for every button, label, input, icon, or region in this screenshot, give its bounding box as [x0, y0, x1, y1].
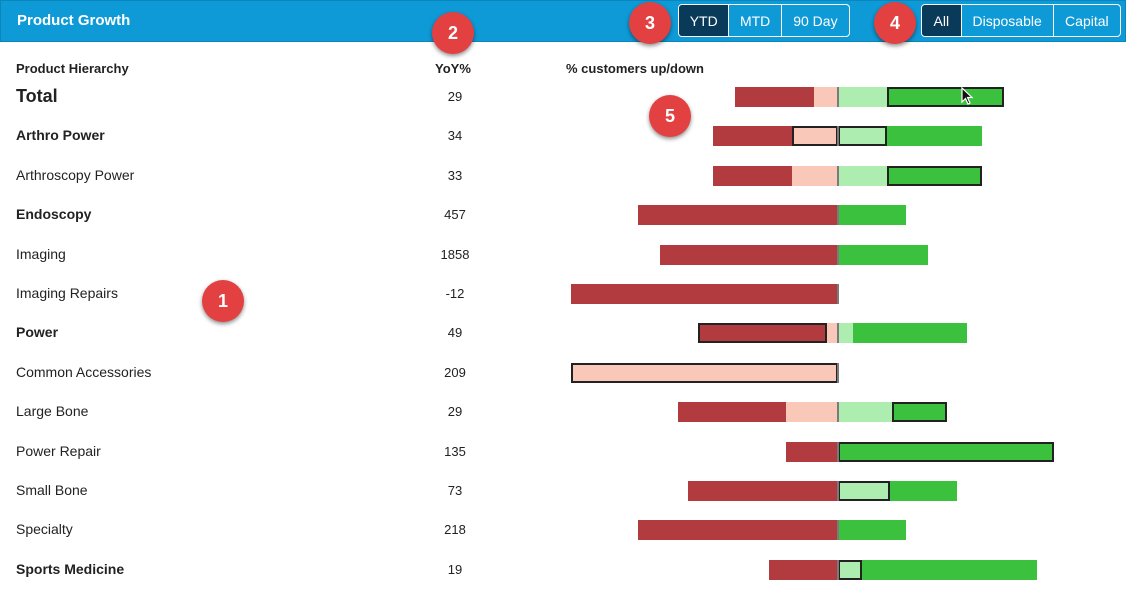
annotation-badge-5: 5	[649, 95, 691, 137]
row-label[interactable]: Large Bone	[16, 403, 89, 420]
column-header-hierarchy: Product Hierarchy	[16, 61, 129, 76]
bar-down-strong[interactable]	[769, 559, 838, 580]
capital-button[interactable]: Capital	[1052, 5, 1120, 36]
row-label[interactable]: Power	[16, 324, 59, 341]
bar-up-light[interactable]	[838, 559, 862, 580]
row-yoy-value: -12	[445, 286, 465, 301]
bar-up-strong[interactable]	[862, 559, 1037, 580]
row-label[interactable]: Arthroscopy Power	[16, 166, 135, 183]
center-axis-line	[837, 323, 839, 344]
bar-down-strong[interactable]	[638, 520, 838, 541]
bar-up-light[interactable]	[838, 481, 890, 501]
row-yoy-value: 1858	[440, 246, 470, 262]
center-axis-line	[837, 520, 839, 541]
bar-up-strong[interactable]	[887, 165, 982, 186]
mouse-cursor-icon	[961, 87, 974, 105]
bar-up-strong[interactable]	[838, 205, 906, 226]
row-yoy-value: 19	[447, 561, 463, 577]
bar-down-strong[interactable]	[698, 323, 827, 344]
center-axis-line	[837, 441, 839, 462]
bar-down-strong[interactable]	[678, 402, 786, 423]
bar-down-strong[interactable]	[786, 441, 838, 462]
bar-up-light[interactable]	[838, 87, 887, 107]
period-button-group: YTD MTD 90 Day	[678, 4, 850, 37]
center-axis-line	[837, 205, 839, 226]
bar-up-light[interactable]	[838, 165, 887, 186]
row-label[interactable]: Specialty	[16, 521, 73, 538]
row-label[interactable]: Common Accessories	[16, 363, 152, 380]
row-yoy-value: 218	[444, 522, 466, 538]
row-label[interactable]: Sports Medicine	[16, 560, 125, 577]
center-axis-line	[837, 126, 839, 147]
center-axis-line	[837, 244, 839, 265]
bar-down-light[interactable]	[571, 362, 838, 383]
type-button-group: All Disposable Capital	[921, 4, 1121, 37]
center-axis-line	[837, 87, 839, 107]
row-yoy-value: 34	[447, 128, 463, 144]
bar-up-strong[interactable]	[838, 441, 1054, 462]
row-label[interactable]: Total	[16, 86, 58, 106]
bar-up-strong[interactable]	[838, 520, 906, 541]
bar-down-light[interactable]	[792, 126, 838, 147]
column-header-yoy: YoY%	[435, 61, 471, 76]
all-button[interactable]: All	[922, 5, 961, 36]
bar-up-light[interactable]	[838, 126, 887, 147]
bar-up-strong[interactable]	[853, 323, 967, 344]
bar-up-strong[interactable]	[892, 402, 947, 423]
disposable-button[interactable]: Disposable	[960, 5, 1053, 36]
row-yoy-value: 29	[447, 89, 463, 104]
bar-up-strong[interactable]	[887, 126, 982, 147]
row-yoy-value: 29	[447, 404, 463, 420]
bar-down-strong[interactable]	[571, 284, 838, 304]
row-yoy-value: 73	[447, 483, 463, 498]
bar-up-strong[interactable]	[838, 244, 928, 265]
bar-down-light[interactable]	[792, 165, 838, 186]
row-label[interactable]: Small Bone	[16, 482, 88, 498]
column-header-customers: % customers up/down	[566, 61, 704, 76]
bar-up-strong[interactable]	[890, 481, 957, 501]
center-axis-line	[837, 402, 839, 423]
center-axis-line	[837, 481, 839, 501]
bar-down-light[interactable]	[786, 402, 838, 423]
bar-up-light[interactable]	[838, 402, 892, 423]
ytd-button[interactable]: YTD	[679, 5, 729, 36]
row-yoy-value: 135	[444, 443, 466, 459]
center-axis-line	[837, 165, 839, 186]
center-axis-line	[837, 284, 839, 304]
center-axis-line	[837, 559, 839, 580]
bar-up-light[interactable]	[838, 323, 853, 344]
row-label[interactable]: Endoscopy	[16, 206, 92, 223]
mtd-button[interactable]: MTD	[728, 5, 780, 36]
row-yoy-value: 209	[444, 364, 466, 380]
bar-down-strong[interactable]	[638, 205, 838, 226]
annotation-badge-1: 1	[202, 280, 244, 322]
page-title: Product Growth	[17, 12, 131, 29]
row-yoy-value: 49	[447, 325, 463, 341]
row-yoy-value: 33	[447, 167, 463, 183]
row-label[interactable]: Imaging Repairs	[16, 285, 118, 301]
annotation-badge-3: 3	[629, 2, 671, 44]
bar-up-strong[interactable]	[887, 87, 1004, 107]
row-label[interactable]: Power Repair	[16, 442, 101, 459]
annotation-badge-2: 2	[432, 12, 474, 54]
90-day-button[interactable]: 90 Day	[780, 5, 849, 36]
row-yoy-value: 457	[444, 207, 466, 223]
bar-down-strong[interactable]	[713, 165, 792, 186]
row-label[interactable]: Arthro Power	[16, 127, 105, 144]
row-label[interactable]: Imaging	[16, 245, 66, 262]
bar-down-strong[interactable]	[735, 87, 814, 107]
bar-down-light[interactable]	[827, 323, 838, 344]
header-bar: Product Growth YTD MTD 90 Day All Dispos…	[0, 0, 1126, 42]
center-axis-line	[837, 362, 839, 383]
bar-down-light[interactable]	[814, 87, 838, 107]
bar-down-strong[interactable]	[713, 126, 792, 147]
bar-down-strong[interactable]	[688, 481, 838, 501]
bar-down-strong[interactable]	[660, 244, 838, 265]
annotation-badge-4: 4	[874, 2, 916, 44]
